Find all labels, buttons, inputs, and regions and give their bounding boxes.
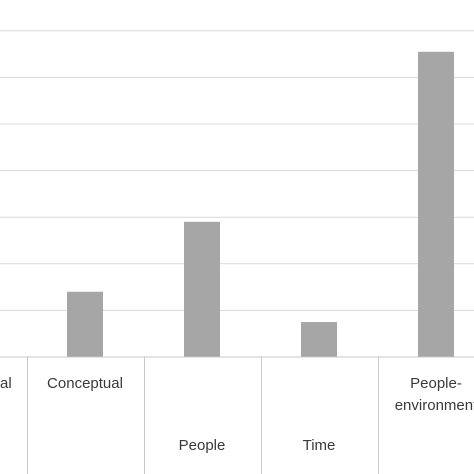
x-tick-label: Time [303, 437, 336, 454]
bar [184, 221, 220, 357]
x-tick-label-line: Time [303, 437, 336, 454]
x-tick-label-line: environment [395, 397, 474, 414]
x-tick-label: People-environment [395, 375, 474, 414]
bars [67, 51, 454, 358]
gridlines [0, 30, 474, 311]
x-tick-label-line: People- [410, 375, 462, 392]
x-tick-label: Conceptual [47, 375, 123, 392]
bar [301, 322, 337, 357]
bar [418, 51, 454, 358]
x-tick-label: al [0, 375, 12, 392]
bar [67, 291, 103, 357]
x-tick-label-line: People [179, 437, 226, 454]
x-axis [0, 356, 474, 474]
x-tick-label-line: Conceptual [47, 375, 123, 392]
category-labels: al Conceptual People Time People-environment [0, 375, 474, 454]
x-tick-label: People [179, 437, 226, 454]
x-tick-label-line: al [0, 375, 12, 392]
